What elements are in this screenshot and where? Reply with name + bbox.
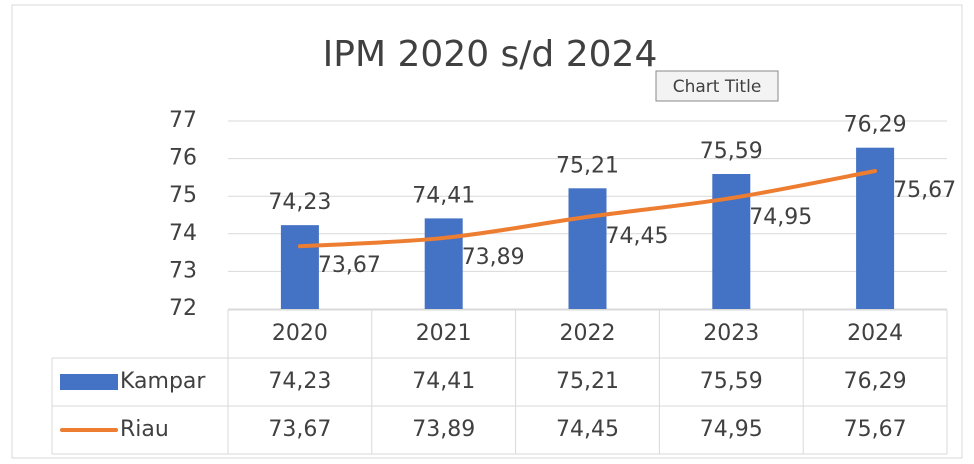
data-label: 76,29 [844,113,907,138]
data-label: 74,23 [268,190,331,215]
x-tick-label: 2024 [847,321,903,346]
y-tick-label: 74 [169,221,197,246]
data-label: 74,45 [606,224,669,249]
legend-label: Kampar [120,369,206,394]
table-cell: 74,23 [268,369,331,394]
table-cell: 75,59 [700,369,763,394]
tooltip-box [655,70,779,102]
table-cell: 74,95 [700,417,763,442]
data-label: 75,59 [700,139,763,164]
bar [424,218,463,309]
x-tick-label: 2023 [703,321,759,346]
data-label: 74,41 [412,183,475,208]
bar [568,188,607,309]
y-tick-label: 77 [169,108,197,133]
table-cell: 75,21 [556,369,619,394]
data-label: 73,89 [462,245,525,270]
chart-title: IPM 2020 s/d 2024 [323,34,658,75]
legend-key [60,374,118,390]
data-label: 73,67 [318,253,381,278]
tooltip: Chart Title [673,77,762,97]
y-tick-label: 76 [169,146,197,171]
data-label: 75,67 [893,178,956,203]
data-label: 74,95 [749,205,812,230]
x-tick-label: 2020 [272,321,328,346]
y-tick-label: 72 [169,296,197,321]
table-cell: 74,45 [556,417,619,442]
data-label: 75,21 [556,153,619,178]
line [297,169,878,249]
table-cell: 73,89 [412,417,475,442]
x-tick-label: 2021 [416,321,472,346]
x-tick-label: 2022 [560,321,616,346]
legend-label: Riau [120,417,169,442]
y-tick-label: 75 [169,183,197,208]
y-tick-label: 73 [169,258,197,283]
table-cell: 74,41 [412,369,475,394]
table-cell: 73,67 [268,417,331,442]
table-cell: 76,29 [844,369,907,394]
table-cell: 75,67 [844,417,907,442]
bar [280,225,319,309]
